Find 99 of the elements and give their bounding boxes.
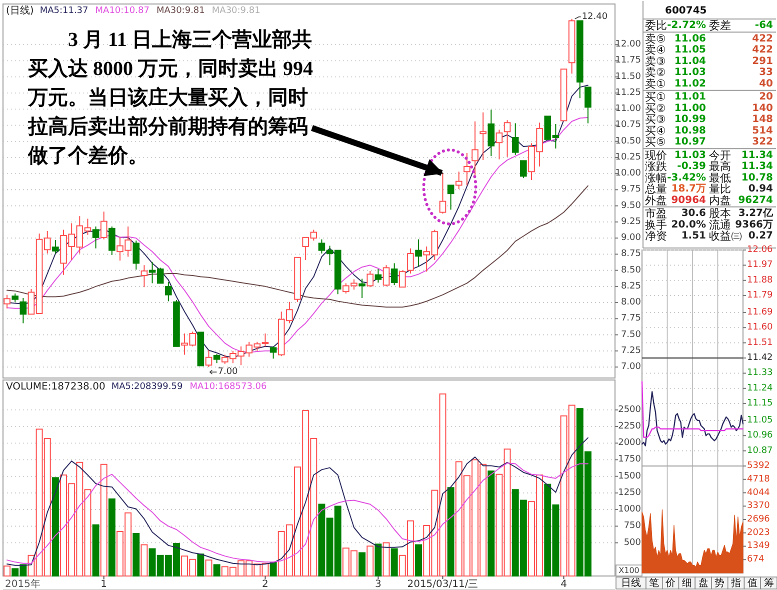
data-label: 20.0% — [671, 219, 706, 230]
data-label: 11.34 — [741, 150, 774, 161]
data-label: -64 — [754, 20, 774, 31]
category-label: 流通 — [709, 218, 731, 232]
y-tick-label: 11.69 — [747, 307, 774, 318]
y-tick-label: 11.79 — [747, 290, 774, 301]
category-label: 现价 — [645, 148, 667, 162]
line-series — [641, 391, 744, 446]
data-label: 11.34 — [741, 161, 774, 172]
category-label: 买② — [645, 102, 666, 115]
data-label: 11.05 — [674, 44, 706, 56]
category-label: 净资 — [645, 230, 667, 242]
data-label: -3.42% — [667, 172, 706, 184]
data-label: 10.99 — [674, 114, 706, 125]
text: 值 — [747, 578, 758, 589]
y-tick-label: 4718 — [747, 474, 770, 484]
category-label: 股本 — [709, 207, 731, 220]
data-label: 10.98 — [674, 125, 706, 136]
data-label: 0.27 — [748, 230, 774, 242]
data-label: 11.03 — [674, 150, 706, 161]
category-label: 买① — [645, 90, 666, 104]
data-label: 11.00 — [674, 102, 706, 114]
y-tick-label: 674 — [747, 554, 764, 565]
data-label: 40 — [759, 78, 774, 90]
y-tick-label: 11.33 — [747, 368, 773, 378]
text: 势 — [714, 577, 725, 589]
category-label: 收益㈢ — [709, 230, 742, 242]
y-tick-label: 3370 — [747, 501, 770, 512]
text: 笔 — [649, 577, 660, 589]
y-tick-label: 11.60 — [747, 322, 774, 333]
data-label: -0.39 — [677, 161, 706, 172]
category-label: 卖② — [645, 66, 666, 79]
y-tick-label: 11.88 — [747, 275, 774, 286]
data-label: 33 — [759, 67, 774, 78]
category-label: 卖⑤ — [645, 32, 666, 46]
y-tick-label: 5392 — [747, 461, 770, 471]
y-tick-label: 1349 — [747, 541, 770, 552]
line-series — [641, 381, 744, 438]
y-tick-label: 11.51 — [747, 338, 773, 348]
data-label: 10.78 — [741, 172, 774, 184]
category-label: 外盘 — [645, 194, 667, 207]
category-label: 卖③ — [645, 54, 666, 68]
category-label: 总量 — [644, 182, 667, 196]
data-label: 3.27亿 — [738, 207, 774, 219]
data-label: 11.02 — [674, 78, 706, 90]
category-label: 卖④ — [645, 44, 666, 56]
y-tick-label: 11.15 — [747, 398, 773, 409]
data-label: 11.03 — [674, 67, 706, 78]
data-label: 11.06 — [674, 33, 706, 44]
data-label: 0.94 — [748, 184, 774, 194]
data-label: 148 — [752, 114, 774, 125]
text: 细 — [682, 577, 692, 589]
data-label: 140 — [752, 102, 774, 114]
category-label: 卖① — [645, 77, 666, 90]
category-label: 涨跌 — [645, 160, 667, 173]
text: 筹 — [764, 577, 774, 589]
text: 600745 — [665, 6, 707, 16]
data-label: 96274 — [738, 194, 774, 206]
text: 价 — [664, 577, 676, 589]
category-label: 最高 — [709, 160, 731, 173]
y-tick-label: 4044 — [747, 488, 770, 498]
data-label: 514 — [752, 125, 774, 136]
data-label: 422 — [752, 33, 774, 44]
category-label: 市盈 — [645, 207, 667, 220]
y-tick-label: 10.96 — [747, 430, 774, 441]
y-tick-label: 10.87 — [747, 446, 773, 456]
y-tick-label: 11.97 — [747, 260, 773, 270]
category-label: 委差 — [709, 19, 731, 32]
data-label: 20 — [759, 92, 774, 102]
category-label: 内盘 — [709, 194, 731, 207]
y-tick-label: 11.42 — [747, 353, 773, 363]
category-label: 委比 — [645, 19, 667, 32]
category-label: 换手 — [645, 218, 667, 232]
data-label: 1.51 — [681, 230, 706, 242]
data-label: 10.97 — [674, 136, 706, 148]
y-tick-label: 12.06 — [747, 245, 774, 255]
text: 盘 — [698, 577, 708, 589]
data-label: 422 — [752, 44, 774, 56]
data-label: 11.01 — [674, 92, 706, 102]
data-label: 18.7万 — [671, 184, 706, 194]
category-label: 量比 — [709, 182, 731, 196]
y-tick-label: 11.05 — [747, 415, 773, 426]
data-label: 11.04 — [674, 56, 706, 67]
y-tick-label: 2696 — [747, 514, 770, 524]
y-tick-label: 11.24 — [747, 383, 774, 394]
data-label: 322 — [752, 136, 774, 148]
category-label: 涨幅 — [645, 171, 667, 184]
category-label: 今开 — [709, 148, 731, 162]
y-tick-label: 2023 — [747, 528, 770, 538]
category-label: 买④ — [645, 124, 666, 138]
data-label: -2.72% — [667, 20, 706, 31]
text: 指 — [730, 577, 742, 589]
data-label: 9366万 — [735, 219, 773, 230]
data-label: 90964 — [671, 194, 706, 206]
data-label: 30.6 — [681, 208, 706, 219]
data-label: 291 — [752, 56, 774, 67]
category-label: 最低 — [709, 171, 731, 184]
category-label: 买⑤ — [645, 136, 666, 148]
category-label: 买③ — [645, 113, 666, 126]
